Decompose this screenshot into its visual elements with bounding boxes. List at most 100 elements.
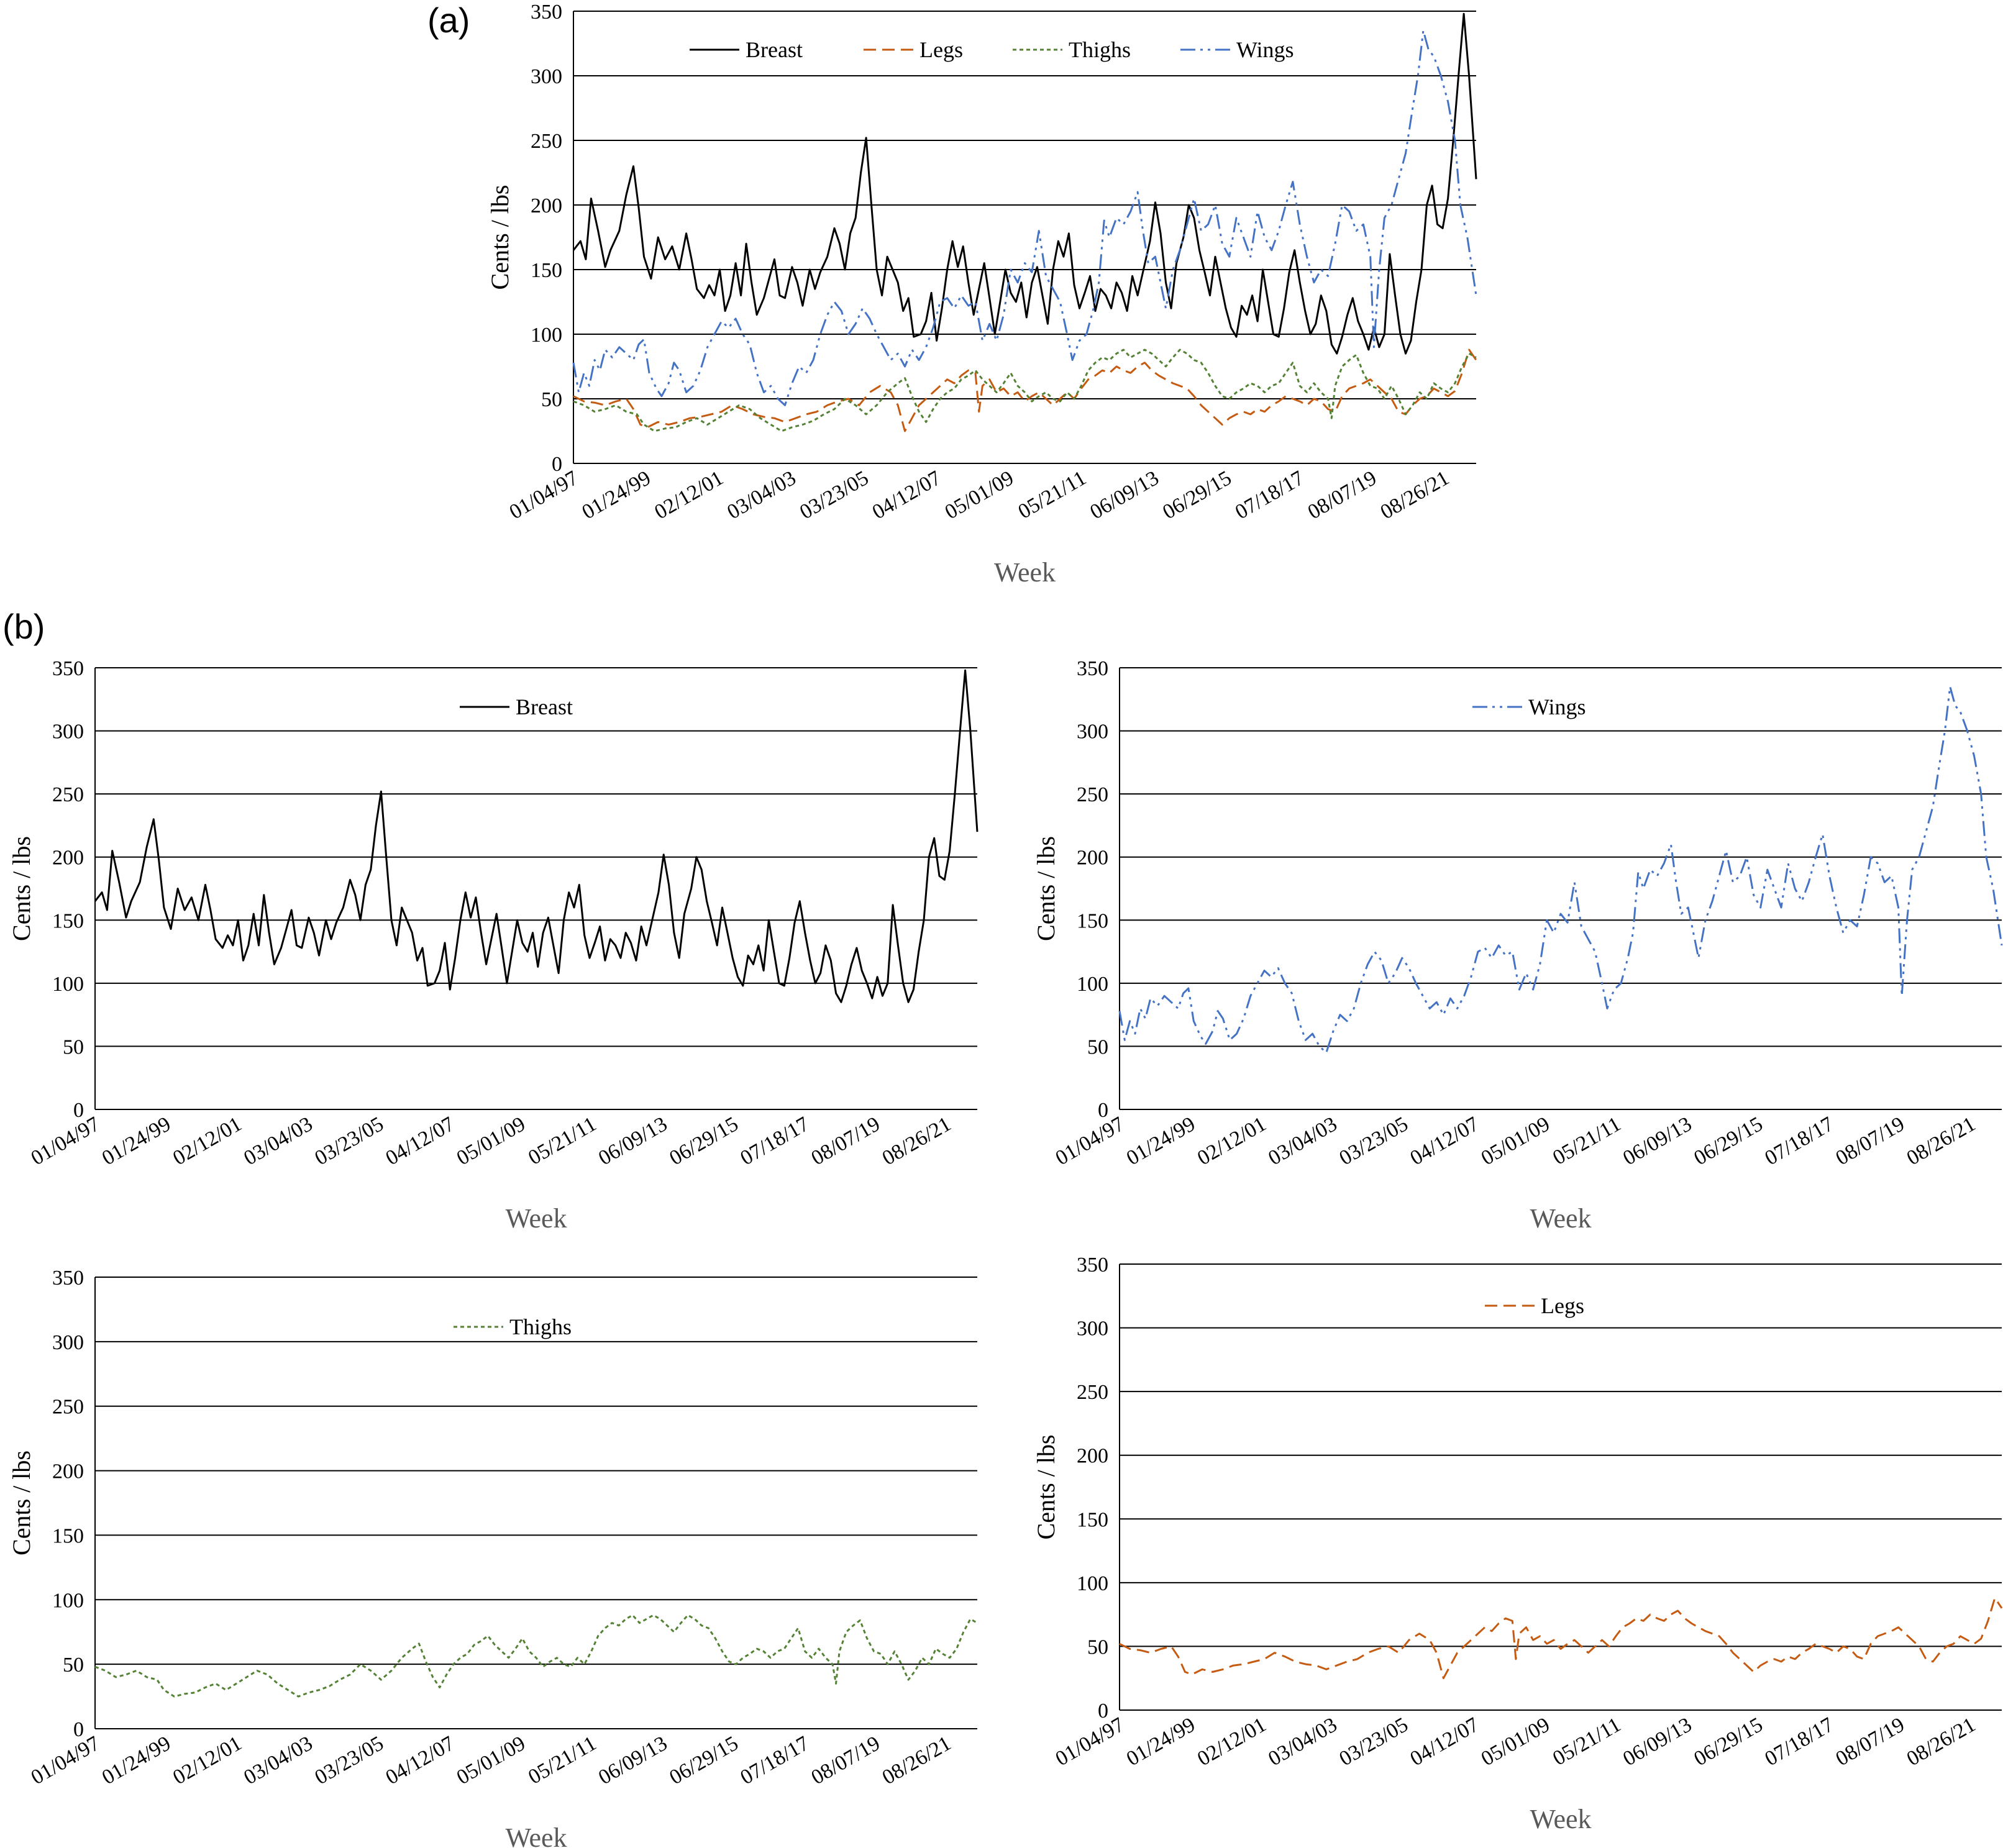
x-tick-label: 06/29/15: [1159, 467, 1235, 524]
y-tick-label: 350: [531, 1, 562, 24]
legend-label-breast: Breast: [746, 37, 803, 62]
y-tick-label: 300: [52, 721, 84, 744]
x-tick-label: 06/09/13: [1619, 1713, 1695, 1770]
x-tick-label: 05/01/09: [1477, 1113, 1554, 1170]
x-axis-title: Week: [994, 557, 1056, 588]
legend-label-wings: Wings: [1528, 694, 1586, 719]
x-tick-label: 08/26/21: [878, 1732, 955, 1789]
panel-label-b: (b): [2, 607, 45, 646]
series-line-breast: [94, 669, 979, 1003]
x-tick-label: 06/29/15: [1690, 1713, 1766, 1770]
x-tick-label: 04/12/07: [1407, 1113, 1483, 1170]
x-tick-label: 05/21/11: [1015, 467, 1090, 524]
x-tick-label: 03/04/03: [240, 1732, 316, 1789]
y-tick-label: 0: [1098, 1099, 1108, 1122]
x-tick-label: 01/04/97: [506, 467, 582, 524]
series-line-breast: [572, 12, 1477, 355]
chart-a-combined: 0 50 100 150 200 250 300 350 01/04/9701/24/9902/…: [486, 1, 1477, 588]
y-tick-label: 200: [52, 1460, 84, 1483]
x-tick-label: 05/01/09: [453, 1732, 529, 1789]
x-tick-label: 03/23/05: [311, 1113, 387, 1170]
x-tick-label: 08/26/21: [1377, 467, 1453, 524]
chart-b-legs: 0 50 100 150 200 250 300 350 01/04/9701/24/9902/…: [1032, 1254, 2003, 1834]
x-tick-label: 01/04/97: [27, 1732, 104, 1789]
y-tick-label: 200: [1077, 1445, 1108, 1468]
y-tick-label: 200: [1077, 847, 1108, 870]
legend-label-wings: Wings: [1236, 37, 1294, 62]
y-tick-label: 100: [1077, 1572, 1108, 1595]
y-tick-label: 300: [531, 65, 562, 88]
y-tick-label: 0: [73, 1099, 84, 1122]
x-tick-label: 04/12/07: [1407, 1713, 1483, 1770]
x-tick-label: 07/18/17: [1761, 1113, 1838, 1170]
legend-label-thighs: Thighs: [509, 1314, 572, 1339]
x-tick-label: 03/04/03: [1264, 1113, 1341, 1170]
legend-label-thighs: Thighs: [1069, 37, 1131, 62]
x-tick-label: 02/12/01: [650, 467, 727, 524]
x-tick-label: 05/21/11: [1549, 1113, 1625, 1170]
x-tick-label: 01/04/97: [1052, 1713, 1128, 1770]
y-axis-title: Cents / lbs: [7, 836, 35, 941]
y-tick-label: 250: [531, 130, 562, 153]
x-tick-label: 02/12/01: [169, 1732, 245, 1789]
x-tick-label: 08/26/21: [878, 1113, 955, 1170]
legend-label-legs: Legs: [1541, 1293, 1584, 1318]
y-tick-label: 300: [52, 1331, 84, 1354]
x-tick-label: 05/01/09: [453, 1113, 529, 1170]
y-tick-label: 350: [52, 1267, 84, 1290]
y-tick-label: 0: [552, 453, 562, 476]
x-tick-label: 05/01/09: [1477, 1713, 1554, 1770]
y-tick-label: 250: [52, 1396, 84, 1419]
y-tick-label: 150: [1077, 1508, 1108, 1531]
y-tick-label: 350: [1077, 657, 1108, 680]
y-tick-label: 150: [531, 259, 562, 282]
y-tick-label: 300: [1077, 1318, 1108, 1340]
y-axis-title: Cents / lbs: [1032, 836, 1060, 941]
y-tick-label: 100: [531, 324, 562, 347]
series-line-wings: [572, 29, 1477, 406]
y-tick-label: 0: [1098, 1700, 1108, 1723]
y-tick-label: 150: [52, 909, 84, 932]
y-tick-label: 50: [63, 1654, 84, 1677]
x-tick-label: 08/07/19: [1832, 1713, 1909, 1770]
y-tick-label: 250: [52, 783, 84, 806]
legend-label-legs: Legs: [919, 37, 963, 62]
x-tick-label: 03/23/05: [1335, 1113, 1412, 1170]
x-tick-label: 08/26/21: [1903, 1113, 1979, 1170]
x-tick-label: 06/29/15: [665, 1732, 742, 1789]
x-tick-label: 06/29/15: [1690, 1113, 1766, 1170]
x-tick-label: 04/12/07: [869, 467, 945, 524]
x-tick-label: 01/24/99: [98, 1732, 175, 1789]
x-tick-label: 06/29/15: [665, 1113, 742, 1170]
y-tick-label: 50: [63, 1036, 84, 1058]
x-tick-label: 02/12/01: [1193, 1713, 1270, 1770]
y-axis-title: Cents / lbs: [1032, 1435, 1060, 1540]
chart-b-breast: 0 50 100 150 200 250 300 350 01/04/9701/24/9902/…: [7, 657, 979, 1234]
y-tick-label: 50: [1087, 1636, 1108, 1659]
x-tick-label: 07/18/17: [1231, 467, 1308, 524]
x-tick-label: 02/12/01: [169, 1113, 245, 1170]
x-tick-label: 08/07/19: [1832, 1113, 1909, 1170]
x-tick-label: 03/04/03: [723, 467, 800, 524]
x-tick-label: 04/12/07: [382, 1732, 459, 1789]
x-tick-label: 03/23/05: [796, 467, 872, 524]
y-tick-label: 150: [52, 1524, 84, 1547]
x-tick-label: 05/21/11: [524, 1732, 600, 1789]
y-tick-label: 100: [52, 973, 84, 996]
x-tick-label: 03/23/05: [311, 1732, 387, 1789]
y-tick-label: 300: [1077, 721, 1108, 744]
y-tick-label: 150: [1077, 909, 1108, 932]
x-tick-label: 02/12/01: [1193, 1113, 1270, 1170]
x-tick-label: 04/12/07: [382, 1113, 459, 1170]
x-tick-label: 06/09/13: [1619, 1113, 1695, 1170]
panel-label-a: (a): [427, 1, 470, 40]
series-line-thighs: [94, 1614, 978, 1698]
chart-b-thighs: 0 50 100 150 200 250 300 350 01/04/9701/24/9902/…: [7, 1267, 978, 1848]
x-axis-title: Week: [505, 1823, 567, 1848]
x-tick-label: 01/24/99: [98, 1113, 175, 1170]
legend-label-breast: Breast: [516, 694, 573, 719]
x-axis-title: Week: [1530, 1203, 1591, 1234]
series-line-legs: [1119, 1597, 2003, 1680]
x-tick-label: 01/24/99: [578, 467, 655, 524]
